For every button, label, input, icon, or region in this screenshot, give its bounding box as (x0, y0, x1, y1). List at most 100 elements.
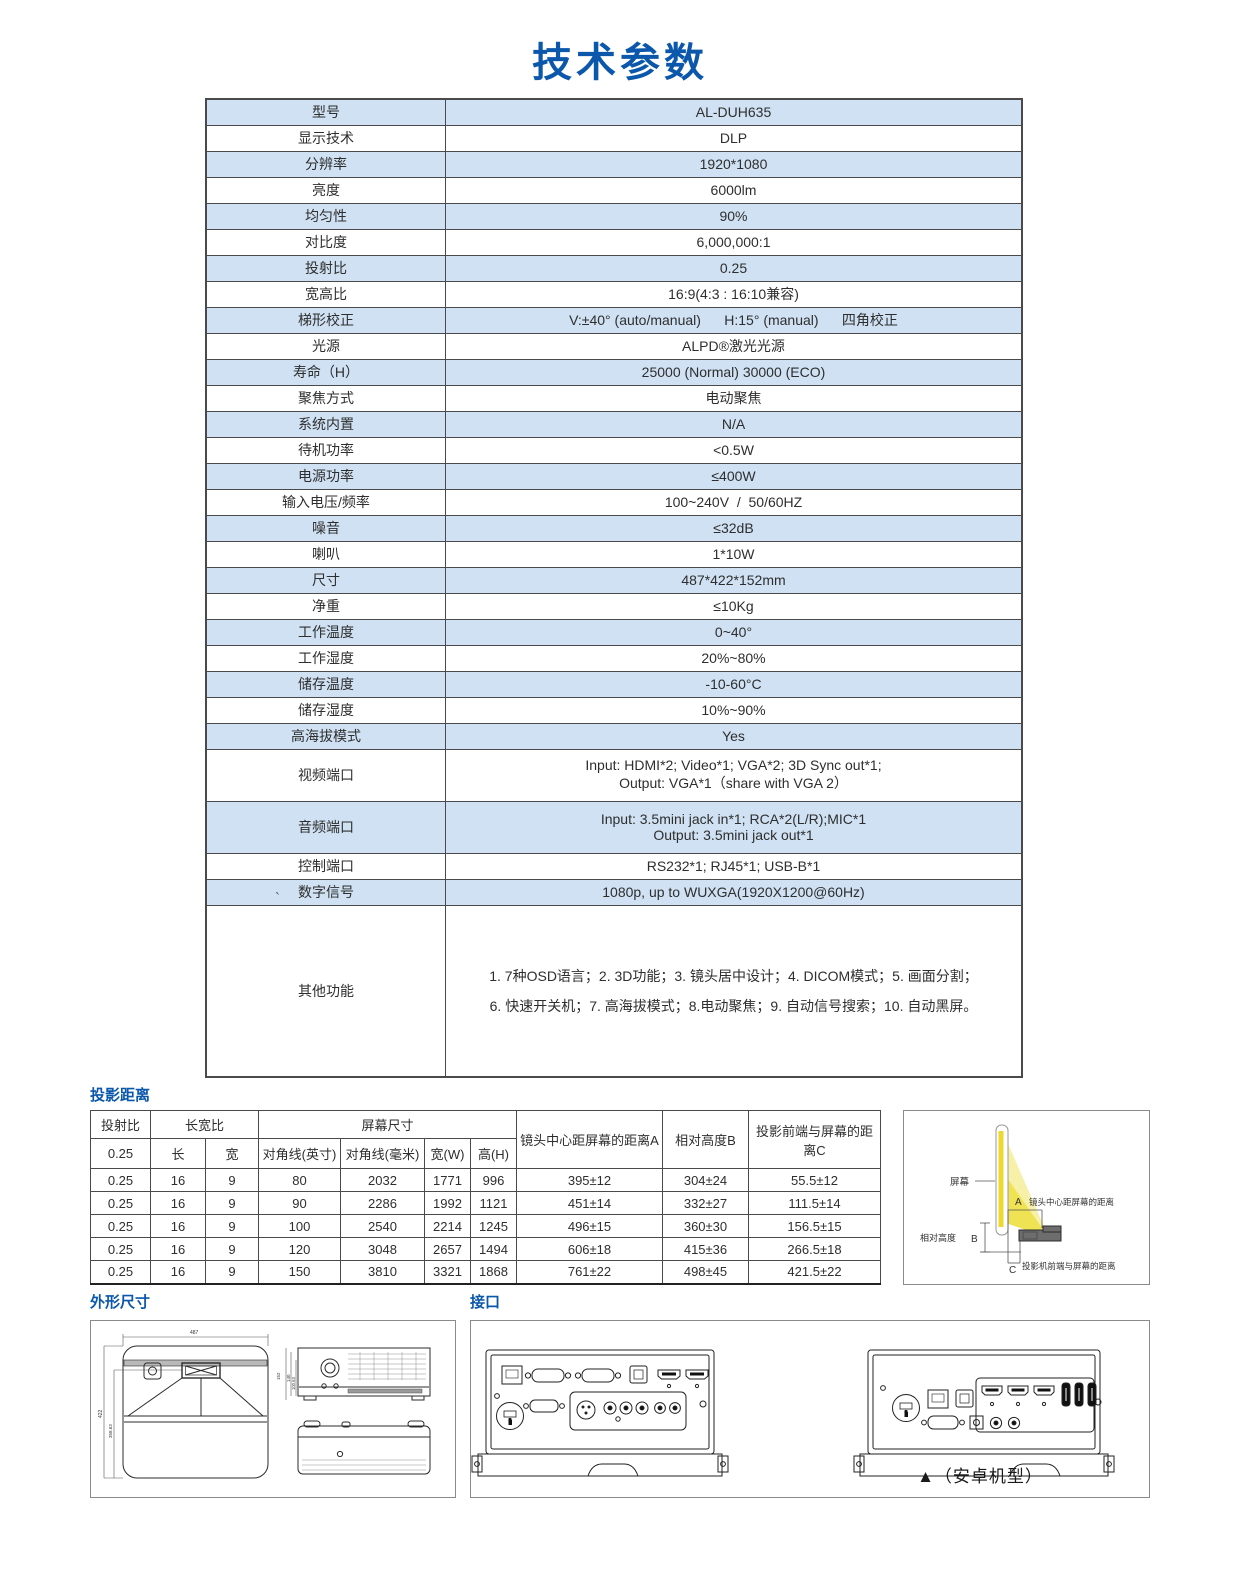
spec-value-cell: DLP (445, 124, 1023, 152)
top-view (122, 1345, 269, 1479)
projection-row: 0.25 16 9 80 2032 1771 996 395±12 304±24… (90, 1168, 881, 1192)
projection-cell: 90 (258, 1191, 341, 1215)
table-row: 工作湿度 20%~80% (205, 644, 1023, 672)
spec-value-cell: RS232*1; RJ45*1; USB-B*1 (445, 852, 1023, 880)
toslink-port-icon (969, 1415, 984, 1430)
projection-cell: 9 (205, 1191, 259, 1215)
projection-cell: 120 (258, 1237, 341, 1261)
projection-cell: 395±12 (516, 1168, 663, 1192)
spec-value-cell: ≤10Kg (445, 592, 1023, 620)
spec-value-cell: Input: 3.5mini jack in*1; RCA*2(L/R);MIC… (445, 800, 1023, 854)
spec-value-cell: ≤32dB (445, 514, 1023, 542)
spec-label-cell: 音频端口 (205, 800, 446, 854)
spec-label-cell: 光源 (205, 332, 446, 360)
spec-label-cell: 投射比 (205, 254, 446, 282)
db9-port-icon (921, 1415, 965, 1430)
rj45-port-icon (927, 1389, 949, 1409)
projection-header-row1: 投射比 长宽比 屏幕尺寸 镜头中心距屏幕的距离A 相对高度B 投影前端与屏幕的距… (90, 1110, 881, 1169)
audio-jack-icon (635, 1401, 649, 1415)
projection-cell: 1121 (470, 1191, 517, 1215)
dimensions-frame (90, 1320, 456, 1498)
spec-value-cell: 电动聚焦 (445, 384, 1023, 412)
table-row: 其他功能 1. 7种OSD语言；2. 3D功能；3. 镜头居中设计；4. DIC… (205, 904, 1023, 1078)
table-row: 显示技术 DLP (205, 124, 1023, 152)
projection-cell: 156.5±15 (748, 1214, 881, 1238)
table-row: 工作温度 0~40° (205, 618, 1023, 646)
spec-table: 型号 AL-DUH635 显示技术 DLP 分辨率 1920*1080 亮度 6… (205, 98, 1023, 1078)
spec-label-cell: 待机功率 (205, 436, 446, 464)
spec-value-cell: ALPD®激光光源 (445, 332, 1023, 360)
page-title: 技术参数 (532, 41, 708, 85)
projection-cell: 332±27 (662, 1191, 749, 1215)
spec-label-cell: 型号 (205, 98, 446, 126)
table-row: 电源功率 ≤400W (205, 462, 1023, 490)
table-row: 数字信号 1080p, up to WUXGA(1920X1200@60Hz) (205, 878, 1023, 906)
din-port-icon (576, 1400, 596, 1420)
usb-a-port-icon (1087, 1382, 1097, 1407)
projection-cell: 111.5±14 (748, 1191, 881, 1215)
spec-label-cell: 数字信号 (205, 878, 446, 906)
spec-value-cell: 1080p, up to WUXGA(1920X1200@60Hz) (445, 878, 1023, 906)
table-row: 亮度 6000lm (205, 176, 1023, 204)
projection-row: 0.25 16 9 100 2540 2214 1245 496±15 360±… (90, 1214, 881, 1238)
vga-port-icon (524, 1368, 572, 1383)
screen-strip (998, 1131, 1004, 1227)
spec-value-cell: ≤400W (445, 462, 1023, 490)
top-view-dim-lines (103, 1334, 269, 1479)
spec-value-cell: 0~40° (445, 618, 1023, 646)
spec-value-cell: -10-60°C (445, 670, 1023, 698)
spec-label-cell: 寿命（H） (205, 358, 446, 386)
projection-cell: 360±30 (662, 1214, 749, 1238)
spec-value-cell: <0.5W (445, 436, 1023, 464)
spec-value-cell: 1*10W (445, 540, 1023, 568)
spec-value-cell: 6,000,000:1 (445, 228, 1023, 256)
projection-cell: 1771 (424, 1168, 471, 1192)
table-row: 净重 ≤10Kg (205, 592, 1023, 620)
projection-cell: 451±14 (516, 1191, 663, 1215)
col-header-throw-ratio: 投射比 (90, 1110, 151, 1139)
spec-label-cell: 喇叭 (205, 540, 446, 568)
audio-jack-icon (1007, 1416, 1021, 1430)
spec-label-cell: 储存湿度 (205, 696, 446, 724)
projection-cell: 150 (258, 1260, 341, 1284)
spec-label-cell: 净重 (205, 592, 446, 620)
projection-cell: 1868 (470, 1260, 517, 1284)
dim-height3-label: 100.63 (291, 1377, 296, 1390)
audio-jack-icon (989, 1416, 1003, 1430)
projection-cell: 0.25 (90, 1168, 151, 1192)
spec-label-cell: 其他功能 (205, 904, 446, 1078)
col-header-aspect: 长宽比 (150, 1110, 259, 1139)
spec-value-cell: 0.25 (445, 254, 1023, 282)
table-row: 宽高比 16:9(4:3 : 16:10兼容) (205, 280, 1023, 308)
spec-label-cell: 梯形校正 (205, 306, 446, 334)
projection-cell: 100 (258, 1214, 341, 1238)
spec-label-cell: 亮度 (205, 176, 446, 204)
usb-b-port-icon (955, 1389, 974, 1408)
spec-value-cell: 100~240V / 50/60HZ (445, 488, 1023, 516)
spec-value-cell: Input: HDMI*2; Video*1; VGA*2; 3D Sync o… (445, 748, 1023, 802)
hdmi-port-icon (1007, 1385, 1029, 1407)
table-row: 寿命（H） 25000 (Normal) 30000 (ECO) (205, 358, 1023, 386)
table-row: 聚焦方式 电动聚焦 (205, 384, 1023, 412)
spec-label-cell: 宽高比 (205, 280, 446, 308)
projection-cell: 16 (150, 1191, 206, 1215)
projection-cell: 3810 (340, 1260, 425, 1284)
spec-label-cell: 电源功率 (205, 462, 446, 490)
projection-diagram: 屏幕 A 镜头中心距屏幕的距离 B 相对高度 C 投影机前端与屏幕的距离 (903, 1110, 1150, 1285)
section-title-interfaces: 接口 (470, 1294, 501, 1311)
table-row: 均匀性 90% (205, 202, 1023, 230)
col-header-height-b: 相对高度B (662, 1110, 749, 1169)
spec-value-cell: N/A (445, 410, 1023, 438)
col-header-ratio-value: 0.25 (90, 1138, 151, 1169)
projection-cell: 2032 (340, 1168, 425, 1192)
spec-label-cell: 输入电压/频率 (205, 488, 446, 516)
spec-value-cell: 25000 (Normal) 30000 (ECO) (445, 358, 1023, 386)
interfaces-drawing (470, 1320, 1150, 1498)
front-view (297, 1420, 431, 1475)
projection-cell: 996 (470, 1168, 517, 1192)
spec-label-cell: 尺寸 (205, 566, 446, 594)
spec-label-cell: 高海拔模式 (205, 722, 446, 750)
spec-value-cell: 487*422*152mm (445, 566, 1023, 594)
projection-cell: 498±45 (662, 1260, 749, 1284)
audio-jack-icon (654, 1402, 666, 1414)
